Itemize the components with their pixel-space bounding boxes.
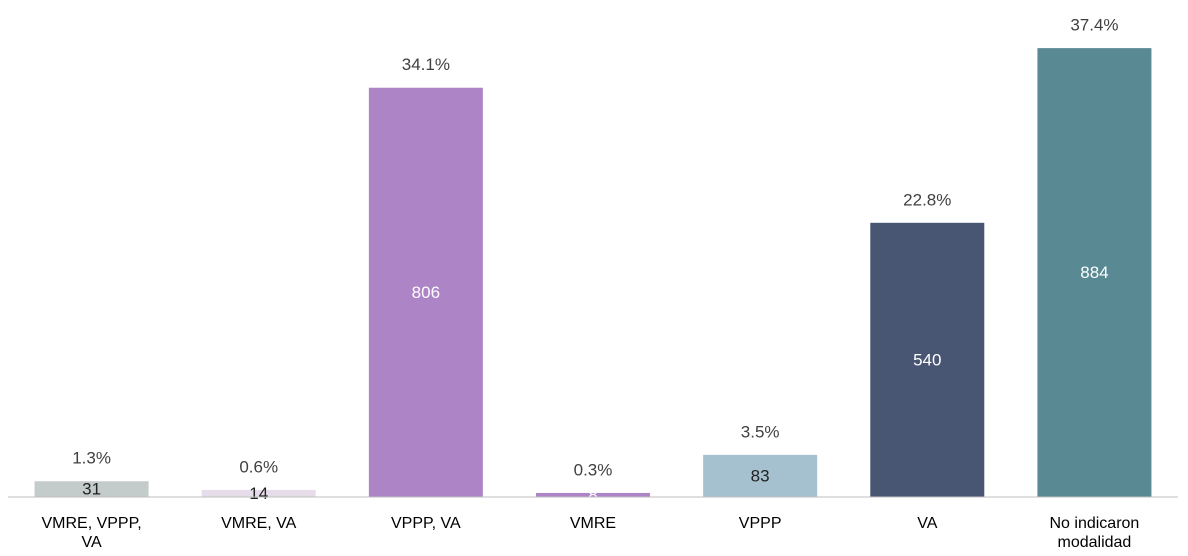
bar (870, 222, 985, 498)
share-label: 34.1% (402, 55, 450, 74)
x-tick-label: VA (917, 515, 938, 532)
bar (34, 481, 149, 497)
bar (368, 87, 483, 497)
bar (201, 489, 316, 497)
value-label: 14 (249, 484, 268, 503)
share-label: 1.3% (72, 449, 111, 468)
value-label: 884 (1080, 263, 1108, 282)
share-label: 22.8% (903, 190, 951, 209)
value-label: 540 (913, 350, 941, 369)
share-label: 0.6% (239, 457, 278, 476)
share-label: 37.4% (1070, 16, 1118, 35)
value-label: 31 (82, 480, 101, 499)
value-label: 83 (751, 466, 770, 485)
x-tick-label: VPPP, VA (391, 515, 461, 532)
share-label: 3.5% (741, 422, 780, 441)
bar (703, 454, 818, 497)
x-tick-label: No indicaron modalidad (1049, 515, 1140, 551)
value-label: 806 (412, 283, 440, 302)
bar (536, 492, 650, 497)
x-tick-label: VMRE (569, 515, 617, 532)
share-label: 0.3% (574, 460, 613, 479)
x-tick-label: VMRE, VA (221, 515, 297, 532)
x-tick-label: VMRE, VPPP, VA (41, 515, 142, 551)
value-label: 8 (588, 485, 597, 504)
x-tick-label: VPPP (738, 515, 782, 532)
bar (1037, 48, 1152, 497)
